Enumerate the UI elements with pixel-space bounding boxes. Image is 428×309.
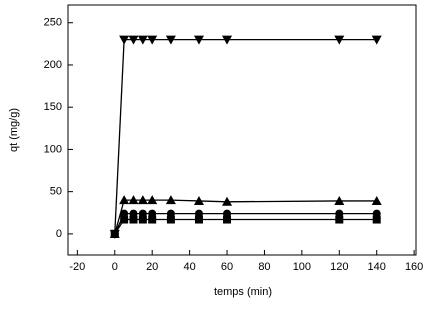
data-point: [147, 35, 158, 45]
series-line: [114, 38, 377, 234]
data-point: [193, 195, 204, 205]
data-point: [138, 215, 147, 224]
x-tick-label: -20: [69, 261, 85, 273]
data-point: [165, 35, 176, 45]
x-tick-label: 40: [183, 261, 195, 273]
data-point: [223, 215, 232, 224]
data-point: [334, 35, 345, 45]
data-point: [119, 195, 130, 205]
data-point: [120, 215, 129, 224]
data-point: [334, 195, 345, 205]
data-point: [335, 215, 344, 224]
x-tick-label: 120: [330, 261, 348, 273]
data-point: [193, 35, 204, 45]
data-point: [148, 215, 157, 224]
data-point: [128, 195, 139, 205]
y-tick-label: 150: [44, 101, 62, 113]
y-tick-label: 0: [56, 228, 62, 240]
data-point: [119, 35, 130, 45]
data-point: [222, 196, 233, 206]
x-tick-label: 80: [258, 261, 270, 273]
data-point: [372, 215, 381, 224]
x-tick-label: 100: [293, 261, 311, 273]
plot-frame: [67, 4, 417, 256]
y-axis-label: qt (mg/g): [8, 108, 20, 152]
series-line: [114, 199, 377, 235]
data-point: [166, 215, 175, 224]
data-point: [371, 35, 382, 45]
data-point: [110, 229, 119, 238]
data-point: [137, 195, 148, 205]
y-tick-label: 250: [44, 17, 62, 29]
data-point: [165, 195, 176, 205]
x-axis-label: temps (min): [214, 286, 272, 298]
y-tick-label: 100: [44, 143, 62, 155]
x-tick-label: 0: [112, 261, 118, 273]
data-point: [371, 195, 382, 205]
x-tick-label: 20: [146, 261, 158, 273]
x-tick-label: 140: [368, 261, 386, 273]
y-tick-label: 200: [44, 59, 62, 71]
series-line: [114, 218, 377, 235]
data-point: [137, 35, 148, 45]
x-tick-label: 160: [405, 261, 423, 273]
series-line: [114, 212, 377, 235]
data-point: [194, 215, 203, 224]
data-point: [129, 215, 138, 224]
data-point: [128, 35, 139, 45]
data-point: [147, 195, 158, 205]
y-tick-label: 50: [50, 186, 62, 198]
data-point: [222, 35, 233, 45]
x-tick-label: 60: [221, 261, 233, 273]
